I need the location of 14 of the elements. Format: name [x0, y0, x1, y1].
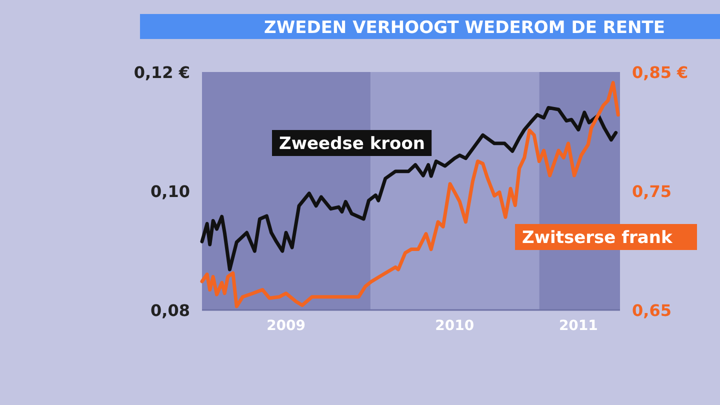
line-series [200, 80, 620, 308]
series-label: Zweedse kroon [279, 134, 425, 154]
y2-tick-label: 0,85 € [632, 63, 688, 82]
y-tick-label: 0,12 € [134, 63, 190, 82]
chart-title: ZWEDEN VERHOOGT WEDEROM DE RENTE [264, 18, 665, 38]
y-tick-label: 0,10 [150, 182, 190, 201]
y2-tick-label: 0,65 [632, 301, 672, 320]
x-tick-label: 2010 [435, 318, 474, 334]
x-tick-label: 2011 [558, 318, 598, 334]
series-label: Zwitserse frank [522, 228, 673, 248]
y-tick-label: 0,08 [150, 301, 190, 320]
x-tick-label: 2009 [266, 318, 306, 334]
y2-tick-label: 0,75 [632, 182, 672, 201]
line-series [200, 106, 618, 272]
